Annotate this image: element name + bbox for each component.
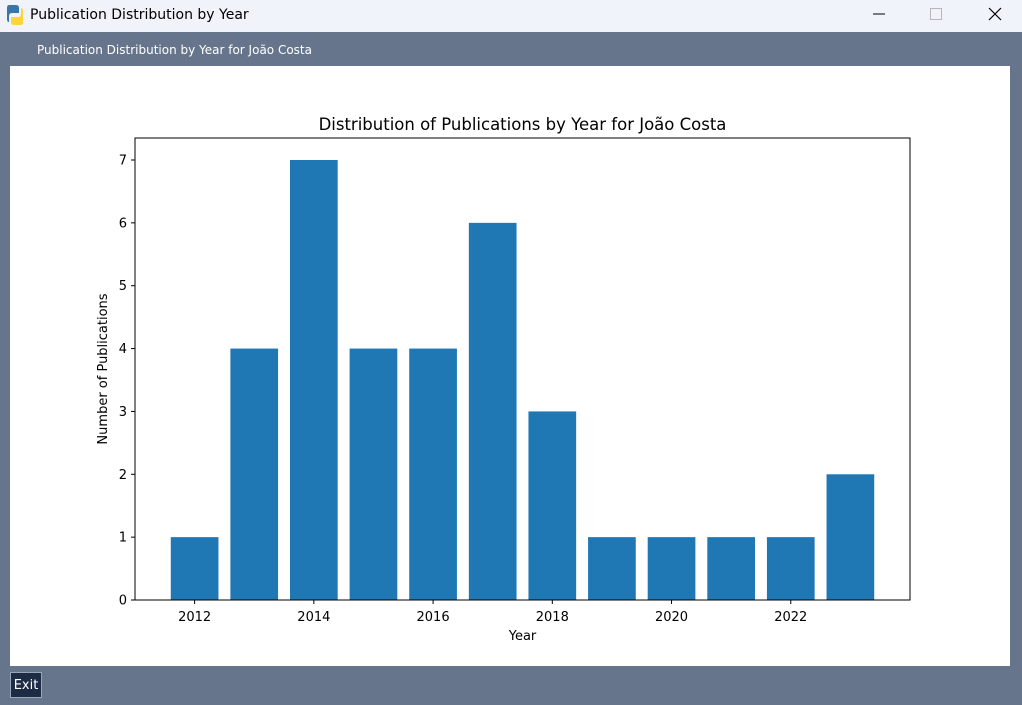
x-tick-label-2016: 2016 <box>417 610 450 625</box>
bar-2014 <box>290 160 338 600</box>
x-axis-label: Year <box>508 629 537 644</box>
y-tick-label-2: 2 <box>119 468 127 483</box>
chart-canvas: 0 1 2 3 4 5 6 7 2012 2014 2016 2018 2020 2022 Distribu… <box>10 66 1010 666</box>
header-label: Publication Distribution by Year for Joã… <box>37 43 312 57</box>
x-tick-label-2012: 2012 <box>178 610 211 625</box>
chart-title: Distribution of Publications by Year for… <box>319 115 727 134</box>
python-app-icon <box>7 5 23 25</box>
y-tick-label-5: 5 <box>119 279 127 294</box>
maximize-icon <box>930 8 942 20</box>
bar-2012 <box>170 537 219 600</box>
maximize-button[interactable] <box>907 0 965 28</box>
bar-2018 <box>528 411 577 600</box>
x-tick-label-2014: 2014 <box>297 610 330 625</box>
bar-2023 <box>826 474 875 600</box>
bar-chart: 0 1 2 3 4 5 6 7 2012 2014 2016 2018 2020 2022 Distribu… <box>96 115 911 644</box>
close-button[interactable] <box>966 0 1022 28</box>
bar-2013 <box>230 348 279 600</box>
x-tick-label-2020: 2020 <box>655 610 688 625</box>
plot-frame <box>134 137 911 601</box>
bar-2015 <box>349 348 398 600</box>
x-tick-label-2018: 2018 <box>536 610 569 625</box>
y-tick-label-6: 6 <box>119 216 127 231</box>
y-tick-label-3: 3 <box>119 405 127 420</box>
bar-2021 <box>707 537 755 600</box>
y-axis-label: Number of Publications <box>96 293 111 444</box>
bar-2019 <box>588 537 636 600</box>
exit-button[interactable]: Exit <box>10 672 42 698</box>
y-tick-label-1: 1 <box>119 531 127 546</box>
bar-2022 <box>766 537 815 600</box>
title-bar: Publication Distribution by Year <box>0 0 1022 32</box>
y-tick-label-4: 4 <box>119 342 127 357</box>
bar-2016 <box>409 348 457 600</box>
bar-2017 <box>468 222 517 600</box>
window-title: Publication Distribution by Year <box>30 7 249 23</box>
y-tick-label-0: 0 <box>119 594 127 609</box>
y-tick-label-7: 7 <box>119 154 127 169</box>
bar-2020 <box>647 537 696 600</box>
close-icon <box>988 7 1002 21</box>
minimize-icon <box>873 13 885 15</box>
minimize-button[interactable] <box>850 0 908 28</box>
x-tick-label-2022: 2022 <box>774 610 807 625</box>
